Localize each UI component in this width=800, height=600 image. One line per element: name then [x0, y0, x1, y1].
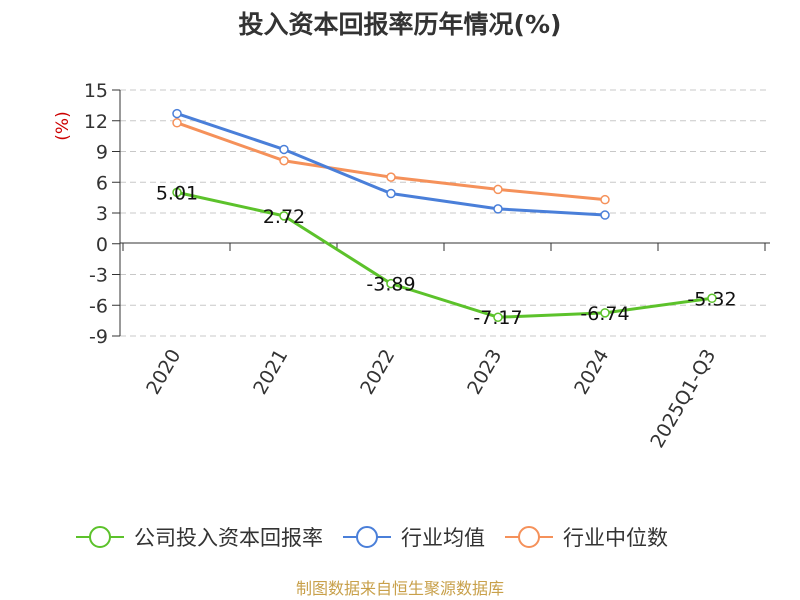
x-tick-label: 2022 [356, 346, 399, 399]
data-label: 5.01 [156, 182, 198, 204]
y-tick-label: 3 [96, 203, 108, 225]
x-tick-label: 2025Q1-Q3 [646, 346, 720, 452]
data-point [600, 308, 610, 318]
legend-marker [518, 526, 540, 548]
legend-item-label[interactable]: 行业中位数 [563, 526, 668, 550]
x-tick-label: 2021 [249, 346, 292, 399]
data-point [493, 184, 503, 195]
series-lines [172, 108, 717, 322]
x-tick-label: 2023 [463, 346, 506, 399]
data-label: 2.72 [263, 206, 305, 228]
data-label: -6.74 [580, 303, 629, 325]
legend-item-label[interactable]: 公司投入资本回报率 [134, 526, 323, 550]
data-point [279, 211, 289, 221]
data-point [172, 118, 182, 128]
legend[interactable]: 公司投入资本回报率 行业均值 行业中位数 [76, 526, 668, 550]
legend-marker [89, 526, 111, 548]
y-tick-label: 0 [96, 234, 108, 256]
data-point [279, 155, 289, 166]
legend-item-label[interactable]: 行业均值 [401, 526, 485, 550]
y-tick-label: -6 [89, 295, 108, 317]
data-label: -5.32 [687, 288, 736, 310]
data-point [386, 172, 396, 182]
x-tick-label: 2020 [142, 346, 185, 399]
data-label: -3.89 [366, 274, 415, 296]
data-point [600, 194, 610, 205]
data-label: -7.17 [473, 307, 522, 329]
series-line [176, 112, 606, 217]
y-tick-label: 12 [84, 111, 108, 133]
data-point [386, 278, 396, 289]
y-tick-label: -9 [89, 326, 108, 348]
y-tick-label: 15 [84, 80, 108, 102]
data-point [172, 187, 182, 198]
y-tick-label: 6 [96, 172, 108, 194]
footer-source: 制图数据来自恒生聚源数据库 [296, 579, 504, 598]
legend-marker [356, 526, 378, 548]
data-point [600, 210, 610, 220]
data-point [279, 144, 289, 155]
data-labels: 5.01 2.72 -3.89 -7.17 -6.74 -5.32 [156, 182, 737, 329]
data-point [386, 188, 396, 199]
axes: 15 12 9 6 3 0 -3 -6 -9 2020 2021 2022 2023 2024 2025Q1… [84, 80, 770, 452]
x-tick-label: 2024 [570, 346, 613, 399]
data-point [493, 204, 503, 214]
chart-title: 投入资本回报率历年情况(%) [239, 10, 562, 39]
data-point [172, 108, 182, 119]
y-tick-label: -3 [89, 265, 108, 287]
data-point [707, 293, 717, 304]
y-axis-label: (%) [53, 111, 73, 140]
data-point [493, 312, 503, 322]
y-tick-label: 9 [96, 142, 108, 164]
series-line [176, 190, 713, 319]
